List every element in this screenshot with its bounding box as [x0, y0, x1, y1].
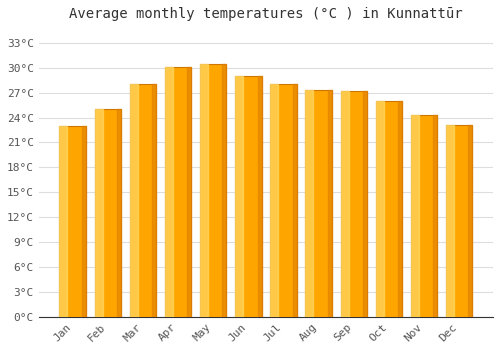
Bar	[130, 84, 156, 317]
Bar	[60, 126, 86, 317]
Bar	[328, 90, 332, 317]
Bar	[165, 67, 191, 317]
Bar	[60, 126, 68, 317]
Bar	[434, 115, 438, 317]
Bar	[82, 126, 86, 317]
Bar	[363, 91, 367, 317]
Bar	[94, 109, 121, 317]
Bar	[306, 90, 332, 317]
Bar	[376, 101, 384, 317]
Bar	[117, 109, 121, 317]
Bar	[200, 64, 208, 317]
Bar	[258, 76, 262, 317]
Bar	[200, 64, 226, 317]
Bar	[235, 76, 243, 317]
Bar	[398, 101, 402, 317]
Bar	[340, 91, 367, 317]
Bar	[292, 84, 296, 317]
Bar	[340, 91, 348, 317]
Bar	[165, 67, 173, 317]
Bar	[446, 125, 454, 317]
Bar	[468, 125, 472, 317]
Bar	[270, 84, 296, 317]
Bar	[235, 76, 262, 317]
Bar	[446, 125, 472, 317]
Bar	[130, 84, 138, 317]
Bar	[152, 84, 156, 317]
Bar	[411, 115, 438, 317]
Bar	[411, 115, 419, 317]
Bar	[94, 109, 102, 317]
Bar	[188, 67, 191, 317]
Title: Average monthly temperatures (°C ) in Kunnattūr: Average monthly temperatures (°C ) in Ku…	[69, 7, 462, 21]
Bar	[376, 101, 402, 317]
Bar	[222, 64, 226, 317]
Bar	[270, 84, 278, 317]
Bar	[306, 90, 314, 317]
